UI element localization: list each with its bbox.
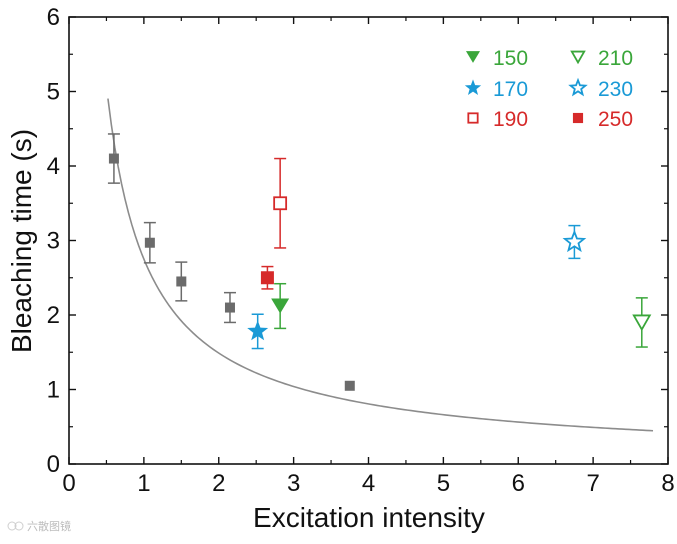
legend-marker (465, 51, 481, 63)
data-point (176, 276, 187, 287)
x-tick-label: 6 (512, 470, 525, 497)
x-tick-label: 5 (437, 470, 450, 497)
series-190 (273, 157, 288, 249)
y-tick-label: 4 (47, 153, 60, 180)
y-tick-label: 5 (47, 79, 60, 106)
legend-item-150: 150 (465, 47, 528, 70)
y-tick-label: 6 (47, 4, 60, 31)
legend-item-170: 170 (464, 78, 528, 101)
data-point (224, 302, 235, 313)
legend: 150 170 190 210 230 250 (464, 47, 633, 131)
data-point (247, 320, 269, 341)
data-points (107, 133, 652, 391)
series-230 (562, 224, 587, 260)
data-point (108, 153, 119, 164)
legend-item-230: 230 (568, 77, 633, 101)
legend-label: 250 (598, 108, 633, 131)
legend-marker (464, 79, 482, 95)
legend-marker (568, 77, 588, 97)
legend-item-210: 210 (570, 47, 633, 70)
legend-marker (572, 112, 584, 124)
legend-item-250: 250 (572, 108, 633, 131)
ticks: 0 1 2 3 4 5 6 7 8 0 1 2 3 4 5 6 (47, 4, 675, 497)
data-point (344, 380, 355, 391)
series-170 (247, 313, 269, 350)
watermark: 六散图镜 (7, 519, 71, 533)
x-tick-label: 3 (287, 470, 300, 497)
series-reference (107, 133, 355, 391)
x-tick-label: 1 (137, 470, 150, 497)
fit-curve-line (107, 98, 654, 432)
series-150 (271, 282, 290, 330)
legend-item-190: 190 (467, 108, 528, 131)
watermark-text: 六散图镜 (27, 519, 71, 533)
x-tick-label: 2 (212, 470, 225, 497)
y-tick-label: 0 (47, 451, 60, 478)
data-point (632, 314, 652, 332)
data-point (273, 196, 288, 211)
data-point (260, 271, 274, 285)
series-210 (632, 297, 652, 348)
y-tick-label: 2 (47, 302, 60, 329)
x-tick-label: 4 (362, 470, 375, 497)
data-point (271, 298, 290, 314)
y-tick-label: 3 (47, 228, 60, 255)
x-tick-label: 0 (62, 470, 75, 497)
legend-label: 210 (598, 47, 633, 70)
legend-label: 150 (493, 47, 528, 70)
x-axis-title: Excitation intensity (253, 502, 485, 533)
legend-label: 170 (493, 78, 528, 101)
data-point (144, 237, 155, 248)
x-tick-label: 7 (586, 470, 599, 497)
y-tick-label: 1 (47, 377, 60, 404)
legend-marker (570, 50, 586, 65)
data-point (562, 229, 587, 253)
legend-label: 190 (493, 108, 528, 131)
legend-marker (467, 112, 479, 124)
fit-curve (107, 98, 654, 432)
series-250 (260, 265, 274, 290)
y-axis-title: Bleaching time (s) (6, 129, 37, 353)
x-tick-label: 8 (661, 470, 674, 497)
legend-label: 230 (598, 78, 633, 101)
